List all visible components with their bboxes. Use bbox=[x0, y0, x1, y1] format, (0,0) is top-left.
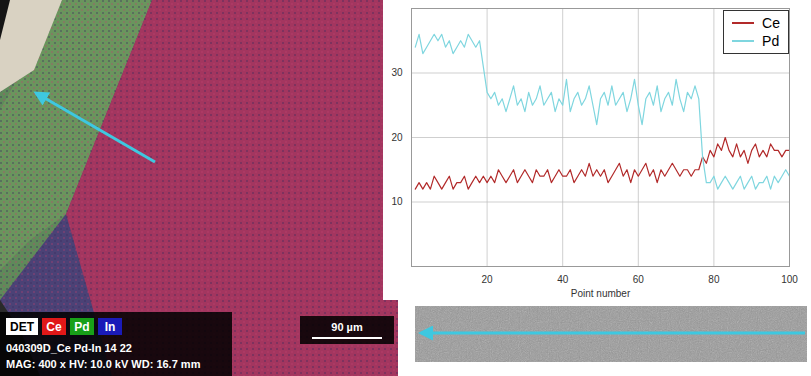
svg-text:60: 60 bbox=[633, 274, 645, 285]
html-text:Ce: Ce bbox=[762, 15, 780, 31]
svg-text:10: 10 bbox=[391, 196, 403, 207]
svg-text:Pd: Pd bbox=[74, 320, 89, 334]
svg-text:90 µm: 90 µm bbox=[331, 321, 363, 333]
svg-text:040309D_Ce Pd-In 14 22: 040309D_Ce Pd-In 14 22 bbox=[6, 342, 132, 354]
svg-text:DET: DET bbox=[10, 320, 35, 334]
svg-text:20: 20 bbox=[482, 274, 494, 285]
svg-text:In: In bbox=[105, 320, 116, 334]
svg-text:30: 30 bbox=[391, 67, 403, 78]
svg-text:80: 80 bbox=[708, 274, 720, 285]
svg-text:Ce: Ce bbox=[46, 320, 62, 334]
svg-text:20: 20 bbox=[391, 132, 403, 143]
html-text:Pd: Pd bbox=[762, 33, 780, 49]
svg-text:100: 100 bbox=[781, 274, 798, 285]
svg-text:Point number: Point number bbox=[571, 288, 631, 299]
svg-text:MAG: 400 x HV: 10.0 kV WD:: MAG: 400 x HV: 10.0 kV WD: 16.7 mm bbox=[6, 358, 201, 370]
svg-text:40: 40 bbox=[557, 274, 569, 285]
